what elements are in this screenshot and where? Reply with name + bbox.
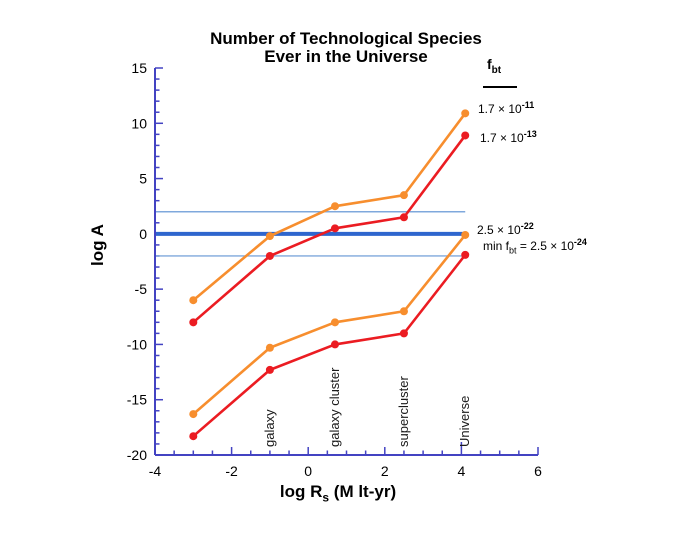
y-axis-label: log A (88, 224, 107, 266)
legend-entry-exponent: -13 (523, 129, 537, 139)
scale-label-universe: Universe (457, 395, 473, 447)
legend-entry-mantissa: 1.7 × 10 (478, 102, 522, 116)
scale-label-galaxy-cluster: galaxy cluster (327, 367, 342, 447)
scale-label-supercluster: supercluster (395, 376, 411, 447)
legend-entry-mantissa: 2.5 × 10 (477, 223, 521, 237)
svg-text:2: 2 (381, 463, 389, 479)
legend-header-symbol: f (487, 56, 492, 72)
chart-title-line2: Ever in the Universe (264, 47, 428, 66)
chart-title: Number of Technological Species Ever in … (146, 30, 546, 66)
svg-text:-10: -10 (127, 336, 147, 352)
svg-text:10: 10 (131, 115, 147, 131)
x-axis-label-prefix: log R (279, 482, 323, 501)
legend-entry-1p7e-13: 1.7 × 10-13 (480, 129, 537, 145)
legend-entry-1p7e-11: 1.7 × 10-11 (478, 100, 534, 116)
svg-text:6: 6 (534, 463, 542, 479)
legend-header: fbt (487, 56, 501, 76)
legend-entry-subscript: bt (509, 245, 517, 256)
scale-label-galaxy: galaxy (261, 409, 277, 447)
chart-title-line1: Number of Technological Species (210, 29, 482, 48)
svg-text:0: 0 (304, 463, 312, 479)
svg-text:-15: -15 (127, 392, 147, 408)
svg-text:5: 5 (139, 171, 147, 187)
x-axis-label: log Rs (M lt-yr) (238, 482, 438, 504)
legend-header-subscript: bt (491, 64, 502, 76)
legend-entry-mantissa: 1.7 × 10 (480, 131, 524, 145)
svg-text:-20: -20 (127, 447, 147, 463)
legend-entry-prefix: min f (483, 239, 510, 253)
legend-header-underline (483, 86, 517, 88)
x-axis-label-subscript: s (322, 490, 330, 505)
legend-entry-mantissa: = 2.5 × 10 (516, 239, 574, 253)
legend-entry-exponent: -11 (521, 100, 535, 110)
svg-text:0: 0 (139, 226, 147, 242)
legend-entry-exponent: -24 (573, 237, 587, 247)
svg-text:15: 15 (131, 60, 147, 76)
legend-entry-2p5e-22: 2.5 × 10-22 (477, 221, 534, 237)
legend-entry-exponent: -22 (520, 221, 534, 231)
svg-text:-2: -2 (225, 463, 238, 479)
svg-text:-4: -4 (149, 463, 162, 479)
x-axis-label-suffix: (M lt-yr) (329, 482, 397, 501)
legend-entry-min-2p5e-24: min fbt = 2.5 × 10-24 (483, 237, 587, 255)
svg-text:-5: -5 (135, 281, 148, 297)
svg-text:4: 4 (458, 463, 466, 479)
